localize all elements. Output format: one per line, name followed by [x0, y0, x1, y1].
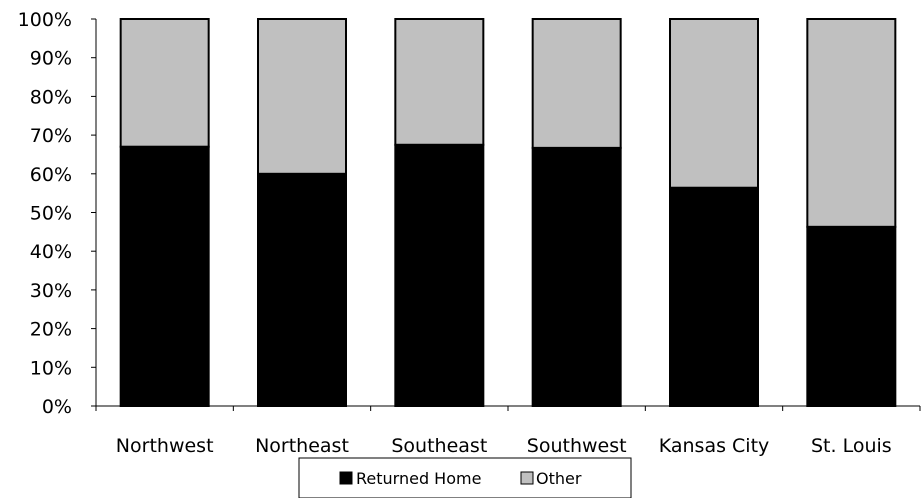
y-tick-label: 70%	[30, 125, 72, 147]
y-tick-label: 80%	[30, 86, 72, 108]
category-label: Kansas City	[659, 435, 770, 457]
bar-other	[119, 18, 210, 148]
y-tick-label: 20%	[30, 319, 72, 341]
category-label: St. Louis	[811, 435, 892, 457]
bar-other	[394, 18, 485, 146]
y-tick-label: 40%	[30, 241, 72, 263]
y-tick-label: 30%	[30, 280, 72, 302]
legend-swatch-other	[520, 471, 534, 485]
x-axis	[95, 405, 921, 411]
bar-other	[531, 18, 622, 149]
category-label: Northeast	[255, 435, 349, 457]
y-tick-label: 100%	[18, 9, 72, 31]
bar-returned-home	[257, 172, 347, 407]
legend: Returned Home Other	[298, 457, 632, 498]
bar-returned-home	[119, 145, 210, 408]
y-tick-label: 0%	[42, 396, 72, 418]
legend-box	[298, 457, 632, 498]
bar-returned-home	[531, 146, 622, 407]
bar-returned-home	[669, 186, 759, 407]
bar-other	[806, 18, 897, 228]
y-tick-label: 60%	[30, 164, 72, 186]
category-label: Southeast	[391, 435, 487, 457]
bars	[119, 18, 897, 408]
y-tick-label: 50%	[30, 203, 72, 225]
category-label: Southwest	[527, 435, 627, 457]
y-tick-label: 90%	[30, 48, 72, 70]
legend-label-returned-home: Returned Home	[356, 469, 481, 488]
category-label: Northwest	[116, 435, 214, 457]
legend-label-other: Other	[536, 469, 582, 488]
bar-other	[669, 18, 759, 189]
y-tick-label: 10%	[30, 357, 72, 379]
legend-swatch-returned-home	[339, 471, 353, 485]
bar-other	[257, 18, 347, 175]
bar-returned-home	[806, 225, 897, 407]
y-axis: 0% 10% 20% 30% 40% 50% 60% 70% 80% 90% 100%	[18, 9, 97, 418]
bar-returned-home	[394, 143, 485, 407]
category-labels: Northwest Northeast Southeast Southwest Kans…	[116, 435, 892, 457]
